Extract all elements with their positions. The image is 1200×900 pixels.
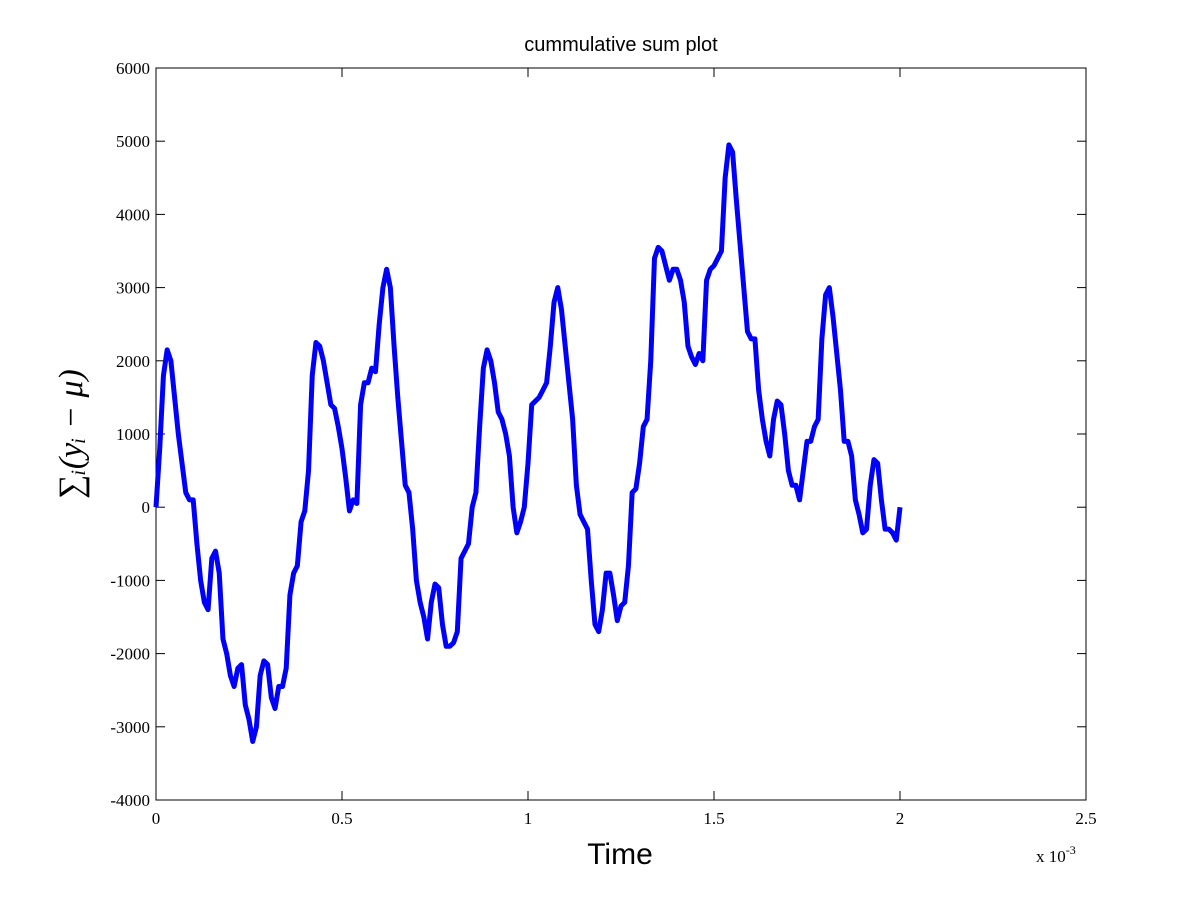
x-tick-label: 2	[896, 809, 905, 828]
y-tick-label: -4000	[110, 791, 150, 810]
y-tick-label: 0	[142, 498, 151, 517]
x-tick-label: 1.5	[703, 809, 724, 828]
x-tick-label: 2.5	[1075, 809, 1096, 828]
y-tick-label: -2000	[110, 645, 150, 664]
y-tick-label: 5000	[116, 132, 150, 151]
y-tick-label: 3000	[116, 279, 150, 298]
x-axis-label: Time	[587, 838, 653, 871]
y-tick-label: 4000	[116, 205, 150, 224]
y-tick-label: -3000	[110, 718, 150, 737]
y-tick-label: 1000	[116, 425, 150, 444]
x-tick-label: 0	[152, 809, 161, 828]
x-multiplier-exponent: -3	[1066, 843, 1076, 857]
chart-title: cummulative sum plot	[524, 34, 718, 56]
x-tick-label: 0.5	[331, 809, 352, 828]
y-axis-label: ∑ᵢ(yᵢ − μ)	[53, 369, 90, 499]
y-tick-label: -1000	[110, 571, 150, 590]
y-tick-label: 6000	[116, 59, 150, 78]
data-line	[153, 142, 903, 744]
y-tick-label: 2000	[116, 352, 150, 371]
x-tick-label: 1	[524, 809, 533, 828]
x-multiplier-base: x 10	[1036, 847, 1066, 866]
x-multiplier: x 10-3	[1036, 843, 1076, 866]
